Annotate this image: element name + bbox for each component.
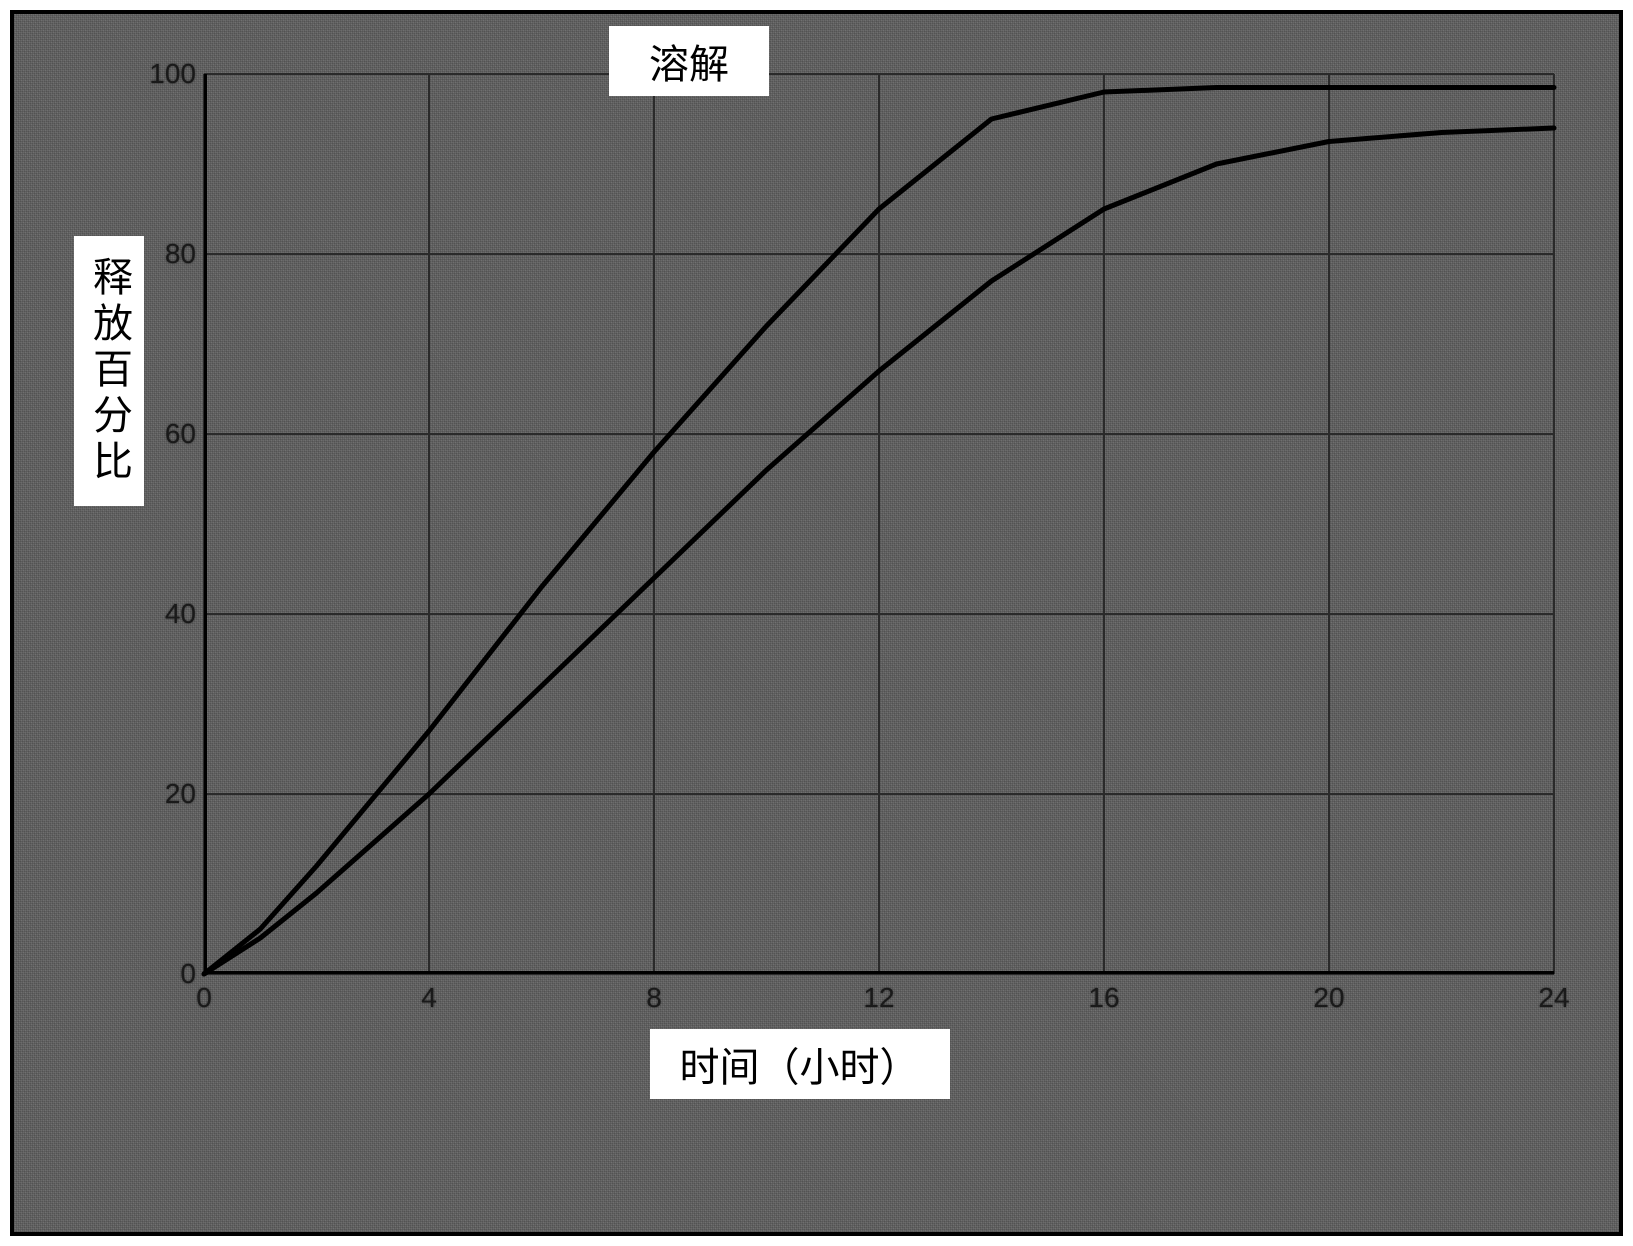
ytick-label: 80: [165, 238, 204, 270]
xtick-label: 12: [863, 982, 894, 1014]
ytick-label: 20: [165, 778, 204, 810]
series-lower: [204, 128, 1554, 974]
xtick-label: 0: [196, 982, 212, 1014]
y-axis-label: 释放百分比: [74, 236, 144, 506]
lines-svg: [204, 74, 1554, 974]
ytick-label: 60: [165, 418, 204, 450]
xtick-label: 8: [646, 982, 662, 1014]
x-axis-label: 时间（小时）: [650, 1029, 950, 1099]
ytick-label: 100: [149, 58, 204, 90]
xtick-label: 4: [421, 982, 437, 1014]
xtick-label: 24: [1538, 982, 1569, 1014]
plot-area: 020406080100 04812162024: [204, 74, 1554, 974]
ytick-label: 40: [165, 598, 204, 630]
chart-title: 溶解: [609, 26, 769, 96]
series-upper: [204, 88, 1554, 975]
xtick-label: 20: [1313, 982, 1344, 1014]
chart-frame: 020406080100 04812162024 溶解 释放百分比 时间（小时）: [10, 10, 1623, 1236]
xtick-label: 16: [1088, 982, 1119, 1014]
